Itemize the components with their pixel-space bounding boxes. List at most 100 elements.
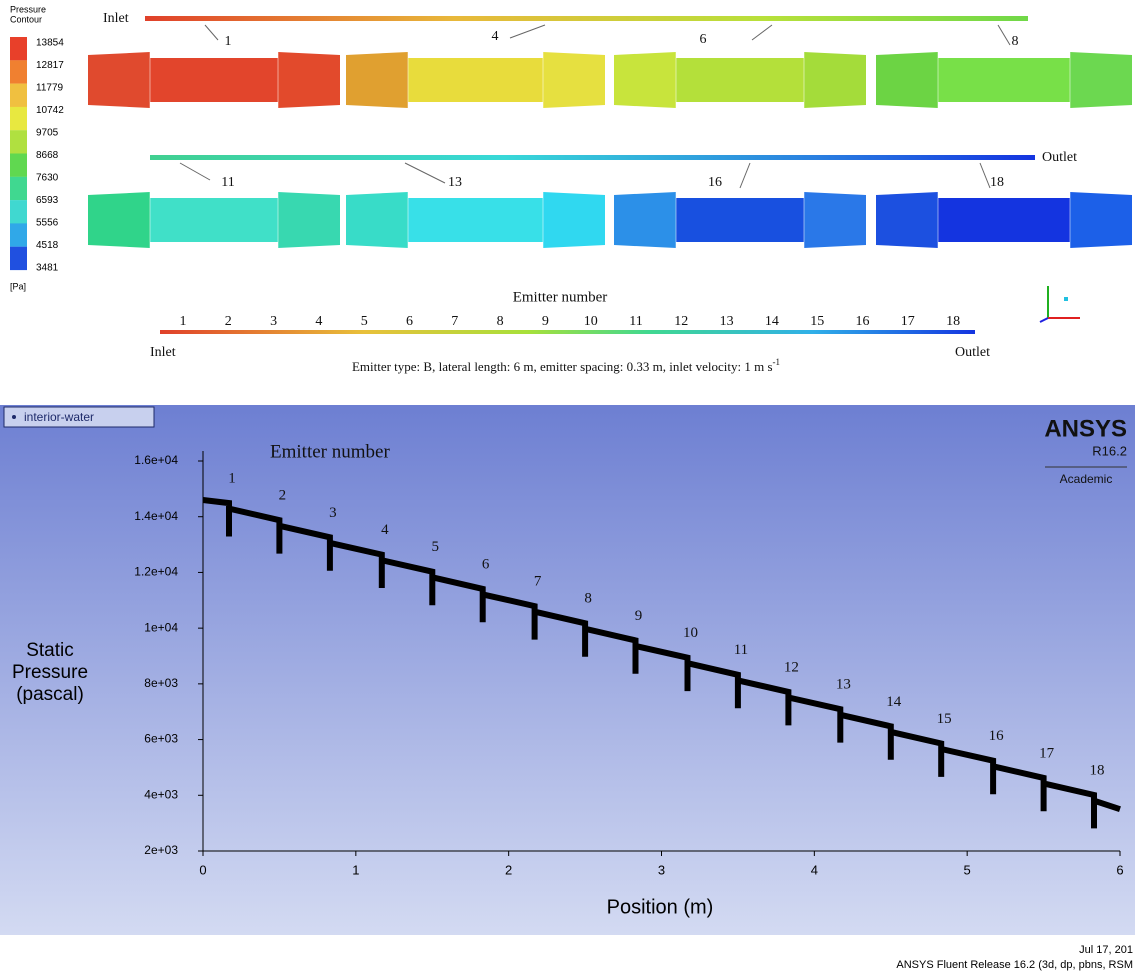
legend-title: Contour [10,14,42,24]
leader-line [752,25,772,40]
scale-number: 8 [497,314,504,329]
x-tick-label: 0 [199,862,206,877]
figure: Pressure Contour [Pa] Inlet Outlet Emitt… [0,0,1135,974]
emitter-body [408,58,543,102]
page: Pressure Contour [Pa] Inlet Outlet Emitt… [0,0,1135,974]
emitter-label: 18 [1090,762,1105,778]
x-tick-label: 6 [1116,862,1123,877]
emitter-callout: 16 [708,175,722,190]
leader-line [405,163,445,183]
y-axis-title-box: Static Pressure (pascal) [0,640,105,730]
emitter-body [150,198,278,242]
scale-number: 6 [406,314,413,329]
emitter-cap [1070,192,1132,248]
emitter-cap [804,192,866,248]
emitter-label: 11 [734,642,748,658]
scale-number: 4 [315,314,322,329]
emitter-cap [88,52,150,108]
colorbar-label: 3481 [36,263,59,274]
scale-number: 16 [856,314,870,329]
y-tick-label: 6e+03 [144,732,178,746]
emitter-cap [1070,52,1132,108]
emitter-body [150,58,278,102]
emitter-label: 4 [381,522,389,538]
y-tick-label: 8e+03 [144,676,178,690]
scale-number: 18 [946,314,960,329]
scale-number: 12 [674,314,688,329]
colorbar-label: 5556 [36,218,59,229]
emitter-label: 13 [836,677,851,693]
emitter-callout: 13 [448,175,462,190]
emitter-label: 1 [228,471,236,487]
colorbar-band [10,84,27,107]
y-tick-label: 1.4e+04 [134,509,178,523]
colorbar-label: 10742 [36,105,64,116]
y-tick-label: 4e+03 [144,787,178,801]
leader-line [980,163,990,188]
colorbar-band [10,60,27,83]
emitter-body [408,198,543,242]
emitter-label: 16 [989,728,1005,744]
colorbar-band [10,177,27,200]
x-tick-label: 2 [505,862,512,877]
emitter-cap [804,52,866,108]
emitter-cap [876,192,938,248]
emitter-label: 12 [784,659,799,675]
emitter-callout: 6 [700,32,707,47]
caption-text: Emitter type: B, lateral length: 6 m, em… [352,359,773,374]
scale-number: 5 [361,314,368,329]
emitter-cap [614,52,676,108]
scale-title: Emitter number [513,289,608,305]
emitter-callout: 8 [1012,34,1019,49]
leader-line [998,25,1010,45]
legend-title: Pressure [10,4,46,14]
pipe [145,16,1028,21]
scale-number: 11 [629,314,642,329]
scale-bar [160,330,975,334]
x-tick-label: 5 [964,862,971,877]
y-tick-label: 1.2e+04 [134,565,178,579]
emitter-cap [346,52,408,108]
colorbar-label: 7630 [36,173,59,184]
emitter-label: 6 [482,556,490,572]
x-axis-title: Position (m) [607,896,714,918]
emitter-cap [614,192,676,248]
emitter-cap [543,192,605,248]
emitter-body [676,58,804,102]
scale-number: 13 [720,314,734,329]
leader-line [510,25,545,38]
scale-number: 7 [451,314,458,329]
emitter-label: 8 [584,591,592,607]
y-tick-label: 2e+03 [144,843,178,857]
outlet-label: Outlet [955,345,990,360]
legend-label: interior-water [24,410,94,424]
scale-number: 9 [542,314,549,329]
outlet-label: Outlet [1042,150,1077,165]
emitter-cap [278,52,340,108]
axes-triad [1040,286,1080,322]
scale-number: 15 [810,314,824,329]
scale-number: 10 [584,314,598,329]
scale-number: 1 [180,314,187,329]
emitter-body [938,198,1070,242]
emitter-label: 17 [1039,745,1055,761]
colorbar-band [10,37,27,60]
scale-number: 2 [225,314,232,329]
footer-release: ANSYS Fluent Release 16.2 (3d, dp, pbns,… [896,959,1133,971]
legend-unit: [Pa] [10,281,26,291]
leader-line [740,163,750,188]
y-tick-label: 1e+04 [144,620,178,634]
contour-figure: Pressure Contour [Pa] Inlet Outlet Emitt… [10,4,1132,374]
colorbar-band [10,200,27,223]
y-tick-label: 1.6e+04 [134,453,178,467]
colorbar-label: 8668 [36,150,59,161]
colorbar-label: 9705 [36,128,59,139]
pipe [150,155,1035,160]
emitter-label: 2 [279,488,287,504]
emitter-label: 14 [886,694,902,710]
colorbar-label: 11779 [36,83,64,94]
emitter-callout: 11 [221,175,234,190]
colorbar-label: 12817 [36,60,64,71]
legend: interior-water [4,407,154,427]
footer-date: Jul 17, 201 [1079,944,1133,956]
